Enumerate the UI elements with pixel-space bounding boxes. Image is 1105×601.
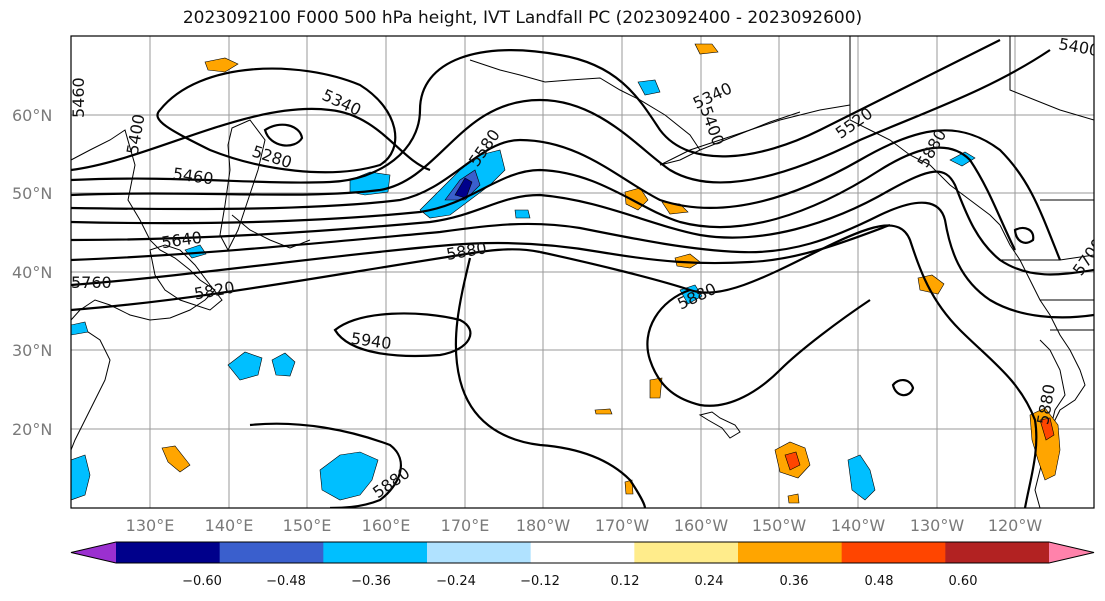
colorbar-tick-label: −0.12 bbox=[520, 574, 560, 589]
colorbar-swatch bbox=[530, 542, 635, 563]
lon-labels: 130°E 140°E 150°E 160°E 170°E 180°W 170°… bbox=[126, 516, 1043, 535]
lat-label: 60°N bbox=[12, 106, 52, 125]
lon-label: 140°E bbox=[205, 516, 254, 535]
colorbar-swatch bbox=[323, 542, 428, 563]
colorbar-tick-label: 0.60 bbox=[949, 574, 978, 589]
colorbar-tick-label: −0.48 bbox=[266, 574, 306, 589]
colorbar-swatch bbox=[427, 542, 532, 563]
lon-label: 150°W bbox=[752, 516, 807, 535]
colorbar-swatch bbox=[945, 542, 1050, 563]
colorbar-swatch bbox=[116, 542, 221, 563]
colorbar-tick-label: 0.48 bbox=[865, 574, 894, 589]
colorbar bbox=[70, 541, 1095, 564]
map-title: 2023092100 F000 500 hPa height, IVT Land… bbox=[182, 8, 863, 28]
colorbar-extend-high bbox=[1049, 542, 1094, 563]
lon-label: 130°W bbox=[910, 516, 965, 535]
colorbar-swatch bbox=[841, 542, 946, 563]
lat-label: 30°N bbox=[12, 341, 52, 360]
colorbar-outline bbox=[70, 541, 1095, 564]
lon-label: 180°W bbox=[516, 516, 571, 535]
colorbar-tick-label: −0.60 bbox=[182, 574, 222, 589]
colorbar-extend-low bbox=[71, 542, 116, 563]
lon-label: 170°W bbox=[595, 516, 650, 535]
lat-labels: 60°N 50°N 40°N 30°N 20°N bbox=[12, 106, 52, 439]
height-contours bbox=[71, 39, 1094, 508]
colorbar-tick-label: 0.36 bbox=[780, 574, 809, 589]
contour-label: 5460 bbox=[69, 77, 88, 118]
lon-label: 160°E bbox=[362, 516, 411, 535]
contour-labels: 5460 5400 5340 5280 5460 5640 5760 5820 … bbox=[69, 36, 1094, 502]
lon-label: 170°E bbox=[441, 516, 490, 535]
colorbar-swatch bbox=[219, 542, 324, 563]
lon-label: 160°W bbox=[674, 516, 729, 535]
colorbar-tick-label: 0.24 bbox=[695, 574, 724, 589]
lon-label: 120°W bbox=[988, 516, 1043, 535]
lat-label: 40°N bbox=[12, 263, 52, 282]
map-frame bbox=[70, 35, 1095, 509]
colorbar-tick-label: −0.36 bbox=[351, 574, 391, 589]
colorbar-tick-label: 0.12 bbox=[611, 574, 640, 589]
lat-label: 20°N bbox=[12, 420, 52, 439]
lon-label: 140°W bbox=[831, 516, 886, 535]
lon-label: 130°E bbox=[126, 516, 175, 535]
lon-label: 150°E bbox=[283, 516, 332, 535]
colorbar-swatch bbox=[738, 542, 843, 563]
colorbar-tick-label: −0.24 bbox=[436, 574, 476, 589]
lat-label: 50°N bbox=[12, 184, 52, 203]
contour-label: 5760 bbox=[71, 273, 112, 292]
colorbar-labels: −0.60 −0.48 −0.36 −0.24 −0.12 0.12 0.24 … bbox=[182, 574, 977, 589]
colorbar-swatch bbox=[634, 542, 739, 563]
gridlines bbox=[71, 36, 1094, 508]
